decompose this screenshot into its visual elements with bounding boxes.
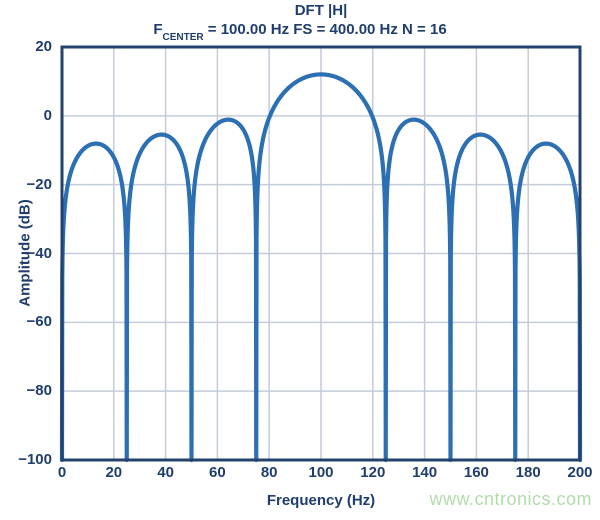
subtitle-center-subscript: CENTER bbox=[162, 32, 204, 43]
subtitle-parameters: = 100.00 Hz FS = 400.00 Hz N = 16 bbox=[203, 21, 447, 38]
y-tick-label: −40 bbox=[26, 244, 52, 262]
subtitle-f-symbol: F bbox=[153, 21, 163, 38]
chart-title: DFT |H| bbox=[294, 2, 348, 19]
y-tick-label: −20 bbox=[26, 175, 52, 193]
x-tick-label: 100 bbox=[308, 464, 334, 481]
y-tick-label: 0 bbox=[43, 106, 52, 124]
chart-subtitle: FCENTER = 100.00 Hz FS = 400.00 Hz N = 1… bbox=[0, 21, 600, 43]
y-tick-label: −60 bbox=[26, 313, 52, 331]
watermark-text: www.cntronics.com bbox=[429, 489, 592, 509]
dft-magnitude-curve bbox=[59, 72, 583, 463]
y-tick-label: −80 bbox=[26, 382, 52, 400]
x-tick-label: 20 bbox=[105, 464, 123, 481]
y-tick-label: 20 bbox=[35, 38, 52, 55]
y-axis-label: Amplitude (dB) bbox=[16, 199, 34, 307]
x-tick-label: 160 bbox=[463, 464, 489, 481]
x-tick-label: 80 bbox=[260, 464, 278, 481]
plot-border bbox=[60, 45, 582, 462]
x-tick-label: 60 bbox=[209, 464, 226, 481]
x-tick-label: 140 bbox=[412, 464, 438, 481]
x-tick-label: 200 bbox=[567, 464, 593, 481]
x-tick-label: 180 bbox=[515, 464, 541, 481]
x-tick-label: 120 bbox=[360, 464, 386, 481]
x-axis-label: Frequency (Hz) bbox=[266, 492, 376, 509]
x-tick-label: 0 bbox=[57, 464, 67, 481]
y-tick-label: −100 bbox=[18, 451, 52, 468]
x-tick-label: 40 bbox=[157, 464, 174, 481]
